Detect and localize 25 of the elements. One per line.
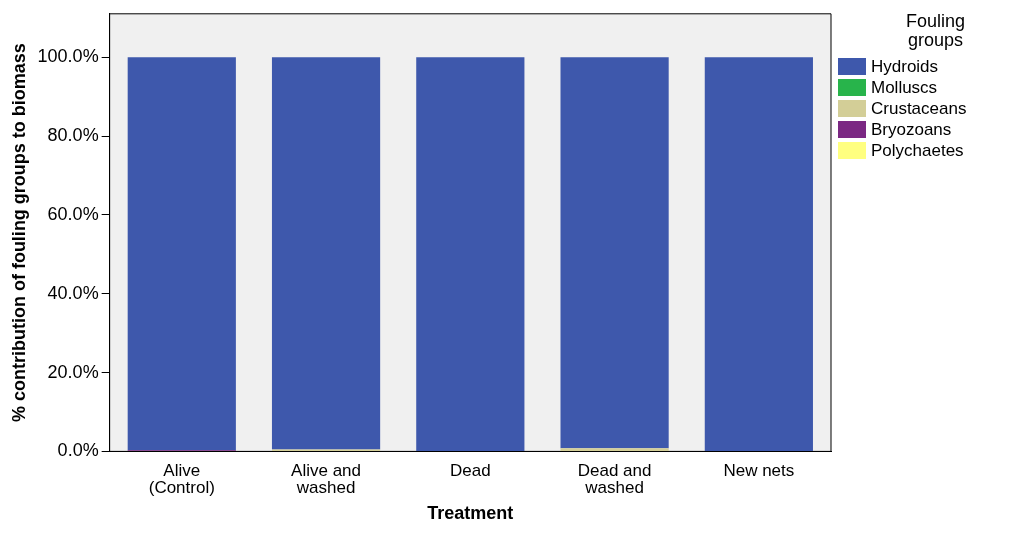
y-tick-label: 0.0% — [57, 440, 99, 461]
x-axis-title: Treatment — [427, 503, 514, 524]
bar — [416, 57, 525, 451]
y-tick-label: 60.0% — [47, 203, 99, 224]
x-tick-label: New nets — [723, 460, 795, 480]
legend-label: Bryozoans — [871, 119, 952, 140]
y-tick-label: 100.0% — [37, 46, 99, 67]
legend-label: Hydroids — [871, 56, 939, 77]
x-tick-label: Dead and washed — [577, 460, 652, 497]
legend-title: Fouling groups — [904, 11, 966, 50]
bar — [560, 57, 669, 449]
legend-label: Polychaetes — [871, 140, 964, 161]
y-axis-title: % contribution of fouling groups to biomass — [8, 43, 29, 423]
y-tick-label: 20.0% — [47, 361, 99, 382]
y-tick-label: 40.0% — [47, 282, 99, 303]
legend-label: Molluscs — [871, 77, 938, 98]
x-tick-label: Alive (Control) — [148, 460, 215, 497]
bar — [127, 57, 236, 451]
x-tick-label: Alive and washed — [291, 460, 362, 497]
y-tick-label: 80.0% — [47, 124, 99, 145]
bar — [271, 57, 381, 450]
bar — [560, 448, 669, 451]
bar — [704, 57, 813, 451]
x-tick-label: Dead — [450, 460, 491, 480]
legend-label: Crustaceans — [871, 98, 967, 119]
